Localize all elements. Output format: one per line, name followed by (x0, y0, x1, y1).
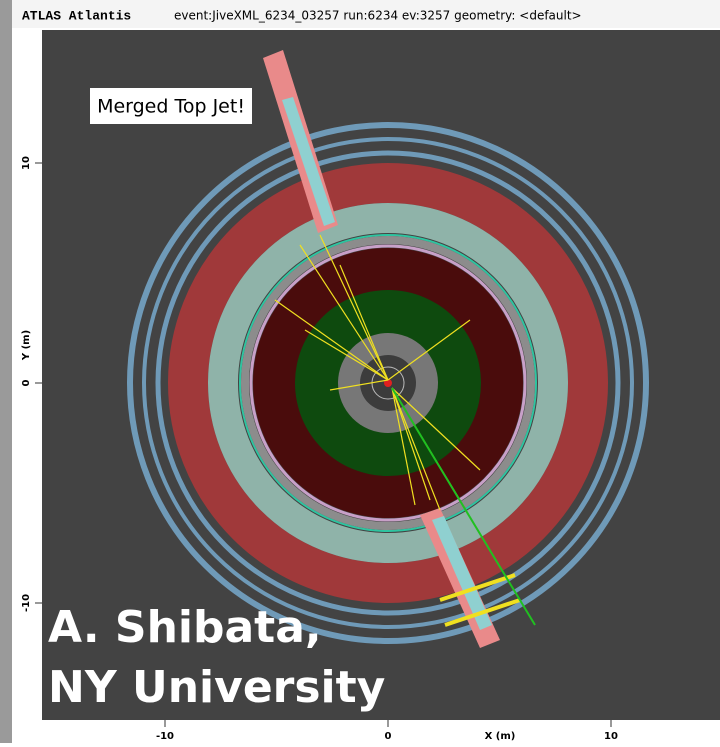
x-tick-label: -10 (156, 731, 174, 742)
app-title: ATLAS Atlantis (22, 8, 131, 23)
credit-line: NY University (48, 662, 385, 713)
annotation: Merged Top Jet! (97, 96, 245, 118)
detector (130, 125, 646, 641)
page: ATLAS Atlantis event:JiveXML_6234_03257 … (0, 0, 720, 743)
event-display: ATLAS Atlantis event:JiveXML_6234_03257 … (0, 0, 720, 743)
x-axis-label: X (m) (485, 731, 516, 742)
y-axis-label: Y (m) (21, 330, 32, 361)
y-tick-label: 0 (21, 379, 32, 386)
event-info: event:JiveXML_6234_03257 run:6234 ev:325… (174, 9, 582, 23)
y-tick-label: 10 (21, 156, 32, 170)
y-tick-label: -10 (21, 594, 32, 612)
x-tick-label: 0 (385, 731, 392, 742)
x-tick-label: 10 (604, 731, 618, 742)
credit-line: A. Shibata, (48, 602, 322, 653)
